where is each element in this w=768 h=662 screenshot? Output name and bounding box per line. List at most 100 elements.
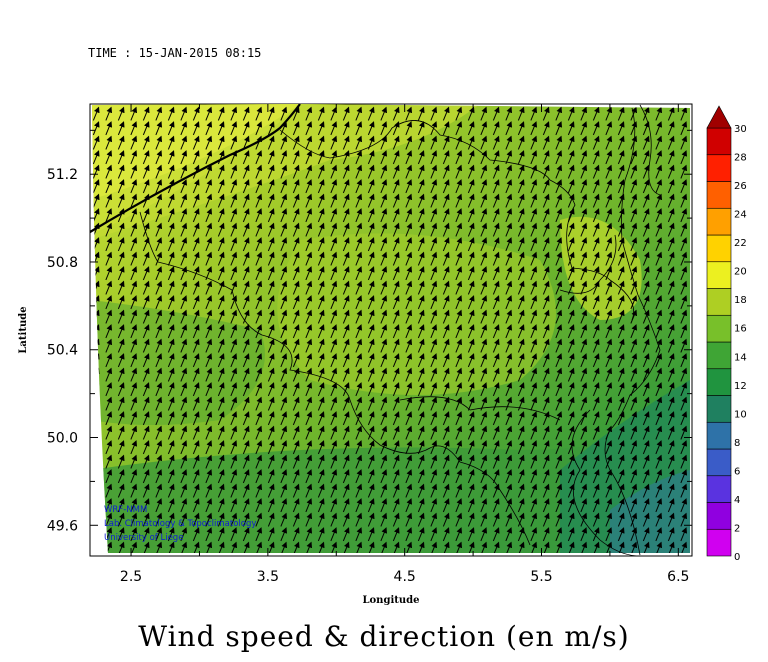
wind-arrow <box>580 135 588 150</box>
wind-arrow <box>230 338 238 353</box>
wind-arrow <box>305 150 313 165</box>
wind-arrow <box>667 208 675 223</box>
wind-arrow <box>267 237 275 252</box>
wind-arrow <box>580 193 588 208</box>
wind-arrow <box>355 193 363 208</box>
wind-arrow <box>392 266 400 281</box>
wind-arrow <box>267 295 275 310</box>
wind-arrow <box>680 208 688 223</box>
wind-arrow <box>480 309 488 324</box>
wind-arrow <box>380 106 388 121</box>
wind-arrow <box>530 266 538 281</box>
wind-arrow <box>430 367 438 382</box>
wind-arrow <box>330 338 338 353</box>
wind-arrow <box>105 367 113 382</box>
wind-arrow <box>492 208 500 223</box>
credit-model: WRF-NMM <box>104 505 148 515</box>
wind-arrow <box>317 295 325 310</box>
wind-arrow <box>667 222 675 237</box>
wind-arrow <box>230 353 238 368</box>
wind-arrow <box>205 150 213 165</box>
wind-arrow <box>630 164 638 179</box>
wind-arrow <box>655 280 663 295</box>
wind-arrow <box>542 295 550 310</box>
wind-arrow <box>192 309 200 324</box>
wind-arrow <box>330 164 338 179</box>
wind-arrow <box>205 324 213 339</box>
wind-arrow <box>492 295 500 310</box>
wind-arrow <box>517 208 525 223</box>
wind-arrow <box>480 135 488 150</box>
wind-arrow <box>455 150 463 165</box>
wind-arrow <box>592 324 600 339</box>
wind-arrow <box>405 193 413 208</box>
wind-arrow <box>605 193 613 208</box>
wind-arrow <box>205 353 213 368</box>
wind-arrow <box>642 179 650 194</box>
wind-arrow <box>330 280 338 295</box>
wind-arrow <box>467 237 475 252</box>
wind-arrow <box>280 179 288 194</box>
wind-arrow <box>630 208 638 223</box>
wind-arrow <box>455 309 463 324</box>
wind-arrow <box>655 324 663 339</box>
wind-arrow <box>267 208 275 223</box>
colorbar-bin <box>706 234 732 263</box>
wind-arrow <box>555 164 563 179</box>
wind-arrow <box>105 222 113 237</box>
wind-arrow <box>630 266 638 281</box>
wind-arrow <box>242 135 250 150</box>
wind-arrow <box>642 222 650 237</box>
wind-arrow <box>555 222 563 237</box>
wind-arrow <box>267 309 275 324</box>
wind-arrow <box>355 338 363 353</box>
wind-arrow <box>230 251 238 266</box>
wind-arrow <box>567 164 575 179</box>
wind-arrow <box>417 266 425 281</box>
wind-arrow <box>330 266 338 281</box>
wind-arrow <box>167 280 175 295</box>
wind-arrow <box>367 280 375 295</box>
wind-arrow <box>617 222 625 237</box>
wind-arrow <box>505 135 513 150</box>
wind-arrow <box>517 193 525 208</box>
wind-arrow <box>342 295 350 310</box>
wind-arrow <box>155 280 163 295</box>
wind-arrow <box>417 280 425 295</box>
wind-arrow <box>280 338 288 353</box>
wind-arrow <box>242 193 250 208</box>
wind-arrow <box>642 338 650 353</box>
wind-arrow <box>180 295 188 310</box>
wind-arrow <box>117 353 125 368</box>
wind-arrow <box>105 208 113 223</box>
wind-arrow <box>430 266 438 281</box>
wind-arrow <box>442 121 450 136</box>
wind-arrow <box>330 295 338 310</box>
wind-arrow <box>617 266 625 281</box>
chart-title: Wind speed & direction (en m/s) <box>138 620 630 653</box>
wind-arrow <box>317 280 325 295</box>
wind-arrow <box>180 135 188 150</box>
wind-arrow <box>567 251 575 266</box>
wind-arrow <box>555 106 563 121</box>
wind-arrow <box>505 324 513 339</box>
wind-arrow <box>330 106 338 121</box>
wind-arrow <box>130 164 138 179</box>
wind-arrow <box>392 135 400 150</box>
wind-arrow <box>205 106 213 121</box>
wind-arrow <box>155 309 163 324</box>
wind-arrow <box>267 251 275 266</box>
wind-arrow <box>655 193 663 208</box>
wind-arrow <box>667 164 675 179</box>
wind-arrow <box>92 512 100 527</box>
colorbar-bin <box>706 528 732 557</box>
wind-arrow <box>242 208 250 223</box>
wind-arrow <box>455 251 463 266</box>
wind-arrow <box>192 251 200 266</box>
wind-arrow <box>355 208 363 223</box>
wind-arrow <box>167 237 175 252</box>
wind-arrow <box>667 121 675 136</box>
wind-arrow <box>92 106 100 121</box>
wind-arrow <box>167 222 175 237</box>
wind-arrow <box>305 106 313 121</box>
